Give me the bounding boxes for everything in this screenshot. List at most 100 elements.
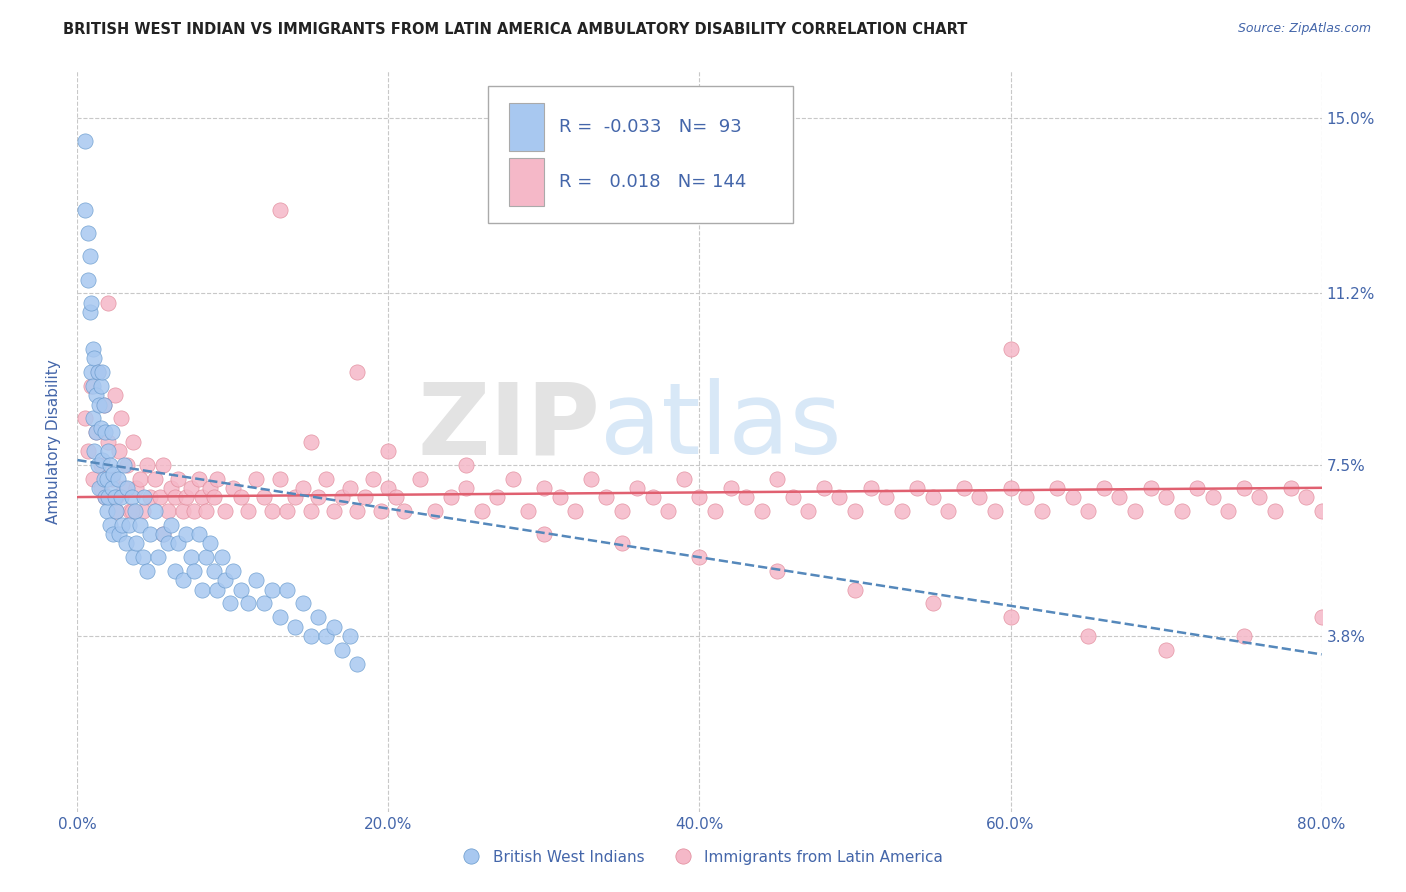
Point <box>284 490 307 504</box>
Point <box>80 295 103 310</box>
Point <box>323 504 346 518</box>
Point <box>1218 504 1240 518</box>
Point <box>82 411 104 425</box>
Point <box>1233 629 1256 643</box>
Point <box>207 472 229 486</box>
Point <box>828 490 851 504</box>
Point <box>385 490 408 504</box>
Point <box>260 504 283 518</box>
Point <box>579 472 602 486</box>
Point <box>183 504 205 518</box>
FancyBboxPatch shape <box>488 87 793 223</box>
Point <box>98 517 121 532</box>
Point <box>260 582 283 597</box>
Point <box>90 379 112 393</box>
Point <box>110 490 132 504</box>
Point <box>1249 490 1271 504</box>
Point <box>104 388 127 402</box>
Point <box>1000 342 1022 356</box>
Point <box>222 481 245 495</box>
Point <box>84 388 107 402</box>
Point <box>122 550 145 565</box>
Point <box>75 134 97 148</box>
Point <box>93 398 115 412</box>
Point <box>238 597 260 611</box>
Point <box>180 481 202 495</box>
Point <box>657 504 679 518</box>
Point <box>408 472 430 486</box>
Text: atlas: atlas <box>600 378 842 475</box>
Point <box>299 504 322 518</box>
Point <box>346 504 368 518</box>
Point <box>439 490 461 504</box>
Point <box>984 504 1007 518</box>
Point <box>905 481 928 495</box>
Point <box>202 564 225 578</box>
Point <box>91 365 114 379</box>
Point <box>77 227 100 241</box>
Point <box>100 472 122 486</box>
Point <box>211 550 233 565</box>
Text: BRITISH WEST INDIAN VS IMMIGRANTS FROM LATIN AMERICA AMBULATORY DISABILITY CORRE: BRITISH WEST INDIAN VS IMMIGRANTS FROM L… <box>63 22 967 37</box>
Point <box>689 550 711 565</box>
Point <box>218 597 240 611</box>
Point <box>121 504 143 518</box>
Point <box>276 582 298 597</box>
Point <box>238 504 260 518</box>
Point <box>299 629 322 643</box>
Point <box>143 504 166 518</box>
Legend: British West Indians, Immigrants from Latin America: British West Indians, Immigrants from La… <box>450 844 949 871</box>
Point <box>97 443 120 458</box>
Point <box>115 458 138 472</box>
Point <box>486 490 509 504</box>
Point <box>610 504 633 518</box>
Point <box>180 550 202 565</box>
Point <box>392 504 415 518</box>
Point <box>187 527 209 541</box>
Point <box>110 411 132 425</box>
Point <box>1046 481 1069 495</box>
Point <box>195 550 218 565</box>
Point <box>269 472 291 486</box>
Point <box>82 342 104 356</box>
Point <box>1295 490 1317 504</box>
Point <box>502 472 524 486</box>
Point <box>108 443 131 458</box>
Point <box>797 504 820 518</box>
Point <box>84 425 107 440</box>
Point <box>1000 481 1022 495</box>
Point <box>253 597 276 611</box>
Point <box>190 582 214 597</box>
Point <box>90 481 112 495</box>
Point <box>79 305 101 319</box>
Point <box>183 564 205 578</box>
Point <box>361 472 384 486</box>
Point <box>165 564 187 578</box>
Point <box>704 504 727 518</box>
Point <box>80 379 103 393</box>
Point <box>107 472 129 486</box>
Point <box>229 490 252 504</box>
Point <box>890 504 912 518</box>
Point <box>165 490 187 504</box>
Point <box>1279 481 1302 495</box>
Point <box>152 527 174 541</box>
Point <box>75 411 97 425</box>
Point <box>875 490 897 504</box>
Point <box>245 472 267 486</box>
Point <box>120 504 142 518</box>
Point <box>115 481 138 495</box>
Point <box>1062 490 1084 504</box>
Point <box>91 453 114 467</box>
Point <box>229 582 252 597</box>
Point <box>253 490 276 504</box>
Point <box>174 490 197 504</box>
Point <box>222 564 245 578</box>
Point <box>533 481 555 495</box>
Point <box>1108 490 1130 504</box>
Point <box>111 517 134 532</box>
Point <box>1202 490 1225 504</box>
Point <box>269 610 291 624</box>
Point <box>276 504 298 518</box>
FancyBboxPatch shape <box>509 158 544 206</box>
